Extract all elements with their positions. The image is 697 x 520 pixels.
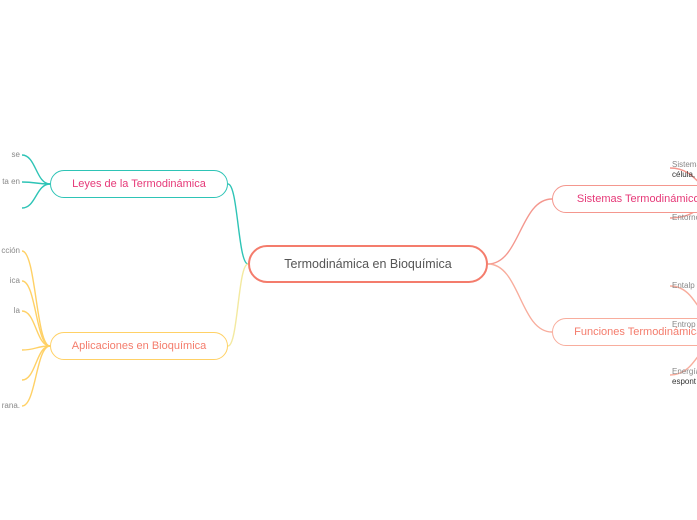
leaf-sistemas-0: Sistemacélula, r: [672, 160, 697, 180]
branch-sistemas[interactable]: Sistemas Termodinámicos: [552, 185, 697, 213]
leaf-aplicaciones-2: la: [0, 306, 20, 315]
branch-leyes[interactable]: Leyes de la Termodinámica: [50, 170, 228, 198]
central-node[interactable]: Termodinámica en Bioquímica: [248, 245, 488, 283]
leaf-funciones-1: Entrop: [672, 320, 696, 329]
leaf-funciones-0: Entalp: [672, 281, 695, 290]
branch-aplicaciones[interactable]: Aplicaciones en Bioquímica: [50, 332, 228, 360]
leaf-aplicaciones-0: cción: [0, 246, 20, 255]
leaf-leyes-0: se: [0, 150, 20, 159]
leaf-leyes-1: ta en: [0, 177, 20, 186]
leaf-aplicaciones-5: rana.: [0, 401, 20, 410]
leaf-aplicaciones-1: ica: [0, 276, 20, 285]
leaf-sistemas-1: Entorno: [672, 213, 697, 222]
leaf-funciones-2: Energíaespont: [672, 367, 697, 387]
